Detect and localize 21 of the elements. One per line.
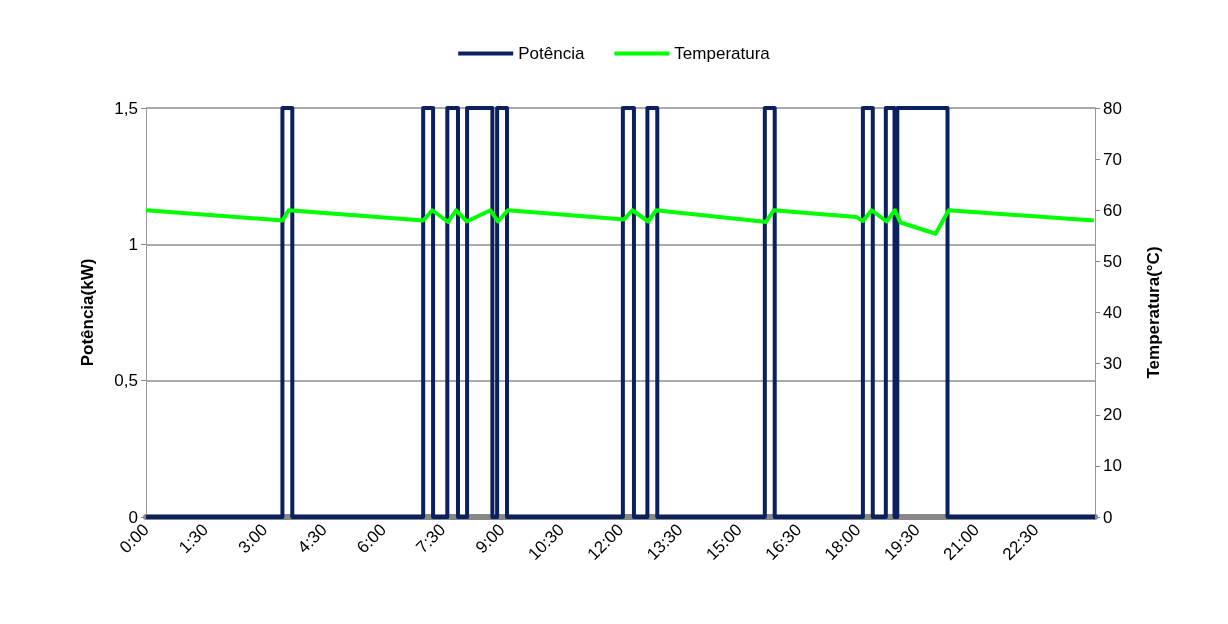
x-tick-label: 4:30 bbox=[293, 520, 331, 558]
y-tick-label: 1,5 bbox=[114, 98, 138, 118]
y2-tick-label: 70 bbox=[1103, 149, 1122, 169]
y2-tick-label: 60 bbox=[1103, 200, 1122, 220]
y2-tick-label: 80 bbox=[1103, 98, 1122, 118]
y2-tick-label: 40 bbox=[1103, 303, 1122, 322]
y-axis-title: Potência(kW) bbox=[78, 258, 97, 367]
y2-tick-label: 20 bbox=[1103, 405, 1122, 425]
y-tick-label: 1 bbox=[128, 234, 138, 254]
line-series bbox=[144, 208, 1096, 236]
y2-axis-title: Temperatura(°C) bbox=[1144, 246, 1163, 379]
legend-label: Temperatura bbox=[674, 44, 771, 63]
y-tick-label: 0,5 bbox=[114, 371, 138, 391]
y2-tick-label: 30 bbox=[1103, 354, 1122, 374]
y2-tick-label: 10 bbox=[1103, 456, 1122, 476]
y2-tick-label: 50 bbox=[1103, 251, 1122, 271]
legend-label: Potência bbox=[518, 44, 585, 63]
x-tick-label: 7:30 bbox=[412, 520, 450, 558]
x-tick-label: 6:00 bbox=[353, 520, 390, 558]
y2-tick-label: 0 bbox=[1103, 507, 1113, 527]
y-tick-label: 0 bbox=[128, 507, 138, 527]
